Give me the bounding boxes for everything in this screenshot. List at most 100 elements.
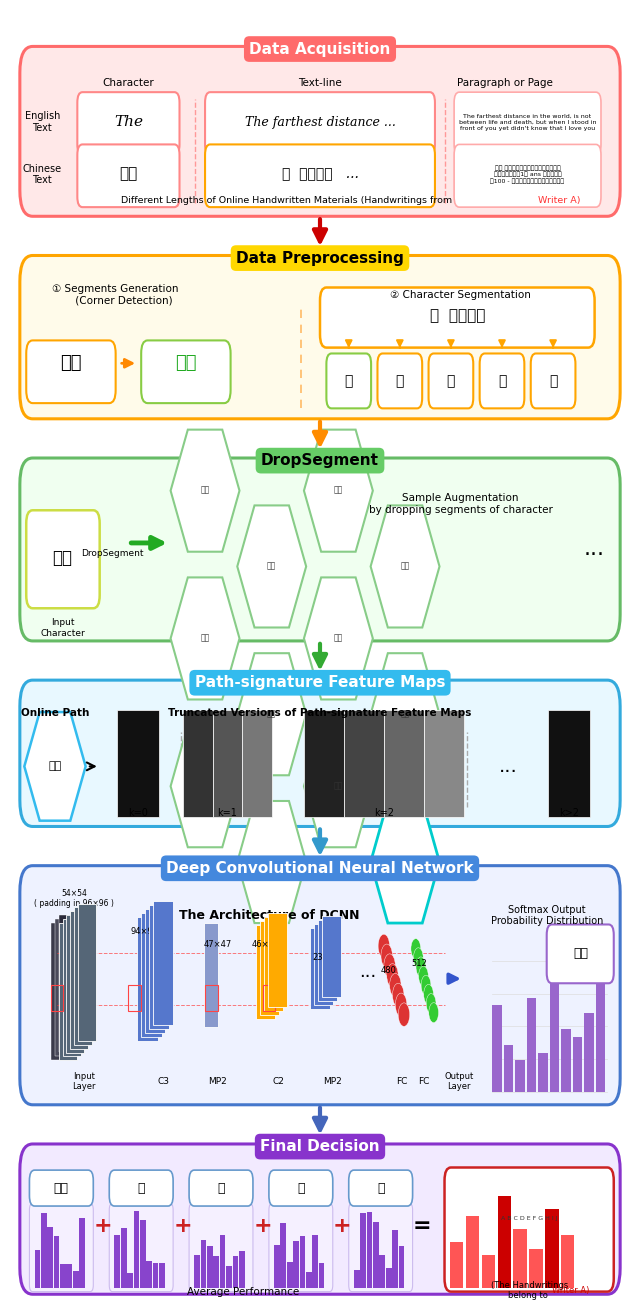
Bar	[127, 1273, 133, 1287]
Bar	[117, 710, 159, 818]
Bar	[310, 927, 330, 1008]
Bar	[70, 912, 88, 1049]
Bar	[392, 1230, 398, 1287]
Text: 虎宫: 虎宫	[49, 761, 61, 772]
Bar	[287, 1262, 292, 1287]
Text: Sample Augmentation
by dropping segments of character: Sample Augmentation by dropping segments…	[369, 493, 552, 514]
Bar	[226, 1266, 232, 1287]
Text: 46×46: 46×46	[252, 939, 280, 948]
Bar	[200, 1240, 206, 1287]
Text: 虎宫: 虎宫	[60, 354, 82, 373]
Bar	[232, 1256, 238, 1287]
Text: ...: ...	[499, 757, 518, 776]
FancyBboxPatch shape	[445, 1168, 614, 1291]
Bar	[194, 1254, 200, 1287]
Bar	[78, 904, 96, 1041]
Text: ...: ...	[359, 963, 376, 981]
FancyBboxPatch shape	[26, 340, 116, 403]
Bar	[548, 710, 590, 818]
Bar	[41, 1213, 47, 1287]
FancyBboxPatch shape	[189, 1203, 253, 1291]
Bar	[220, 1235, 225, 1287]
Text: 老虎 比虎尾，总意为热度，等待分布，
另私私。每逢月1行 ans 为分页元，
分100 - 等级分布，地地平，总分布平。: 老虎 比虎尾，总意为热度，等待分布， 另私私。每逢月1行 ans 为分页元， 分…	[490, 165, 564, 184]
Text: C2: C2	[273, 1076, 284, 1086]
Text: Text-line: Text-line	[298, 78, 342, 88]
Bar	[300, 1236, 305, 1287]
Text: The Architecture of DCNN: The Architecture of DCNN	[179, 909, 359, 922]
FancyBboxPatch shape	[20, 46, 620, 216]
Bar	[127, 1273, 133, 1287]
Bar	[367, 1211, 372, 1287]
FancyBboxPatch shape	[349, 1171, 413, 1206]
Bar	[121, 1228, 127, 1287]
Text: 47×47: 47×47	[204, 939, 232, 948]
FancyBboxPatch shape	[378, 353, 422, 408]
FancyBboxPatch shape	[326, 353, 371, 408]
Circle shape	[429, 1003, 438, 1023]
Text: 虎宫: 虎宫	[334, 634, 343, 642]
Text: 虎宫: 虎宫	[119, 167, 138, 182]
Bar	[268, 913, 287, 1007]
Bar	[200, 1240, 206, 1287]
Text: =: =	[413, 1215, 431, 1236]
Bar	[399, 1247, 404, 1287]
Text: Input
Character: Input Character	[40, 619, 85, 637]
Text: DropSegment: DropSegment	[81, 549, 144, 559]
Circle shape	[416, 957, 426, 977]
FancyBboxPatch shape	[269, 1171, 333, 1206]
Text: Path-signature Feature Maps: Path-signature Feature Maps	[195, 675, 445, 691]
Bar	[354, 1270, 360, 1287]
Text: MP2: MP2	[323, 1076, 342, 1086]
FancyBboxPatch shape	[29, 1171, 93, 1206]
Text: Softmax Output
Probability Distribution: Softmax Output Probability Distribution	[490, 905, 603, 926]
Bar	[515, 1061, 525, 1092]
Bar	[513, 1230, 527, 1287]
Text: The farthest distance in the world, is not
between life and death, but when I st: The farthest distance in the world, is n…	[459, 114, 596, 131]
Bar	[545, 1210, 559, 1287]
Bar	[360, 1213, 366, 1287]
Text: +: +	[253, 1215, 272, 1236]
Bar	[213, 1256, 219, 1287]
Bar	[51, 922, 69, 1059]
Bar	[274, 1245, 280, 1287]
Bar	[239, 1250, 244, 1287]
Text: Final Decision: Final Decision	[260, 1139, 380, 1154]
Bar	[529, 1249, 543, 1287]
Bar	[293, 1241, 299, 1287]
Text: k=2: k=2	[374, 808, 394, 819]
Bar	[280, 1223, 286, 1287]
Bar	[386, 1269, 392, 1287]
FancyBboxPatch shape	[429, 353, 473, 408]
Bar	[596, 982, 605, 1092]
Bar	[354, 1270, 360, 1287]
Circle shape	[413, 948, 423, 968]
Bar	[260, 921, 279, 1015]
Bar	[182, 710, 212, 818]
Bar	[550, 967, 559, 1092]
Text: C3: C3	[157, 1076, 170, 1086]
Bar	[392, 1230, 398, 1287]
Bar	[344, 710, 384, 818]
Circle shape	[398, 1003, 410, 1027]
Bar	[51, 985, 63, 1011]
Bar	[60, 1265, 66, 1287]
Bar	[306, 1271, 312, 1287]
Text: 虎宫: 虎宫	[200, 487, 210, 494]
Bar	[204, 922, 218, 1027]
Text: 虎宫: 虎宫	[401, 562, 410, 570]
Text: 虎宫: 虎宫	[267, 858, 276, 866]
FancyBboxPatch shape	[189, 1171, 253, 1206]
FancyBboxPatch shape	[205, 144, 435, 207]
Bar	[147, 1261, 152, 1287]
FancyBboxPatch shape	[109, 1171, 173, 1206]
Bar	[207, 1247, 212, 1287]
Text: 虎宫: 虎宫	[54, 1181, 69, 1194]
Bar	[380, 1254, 385, 1287]
Bar	[35, 1250, 40, 1287]
Text: Paragraph or Page: Paragraph or Page	[457, 78, 553, 88]
Polygon shape	[237, 505, 306, 628]
Bar	[153, 1262, 159, 1287]
Bar	[140, 1220, 146, 1287]
Text: Input
Layer: Input Layer	[72, 1071, 95, 1091]
Bar	[194, 1254, 200, 1287]
